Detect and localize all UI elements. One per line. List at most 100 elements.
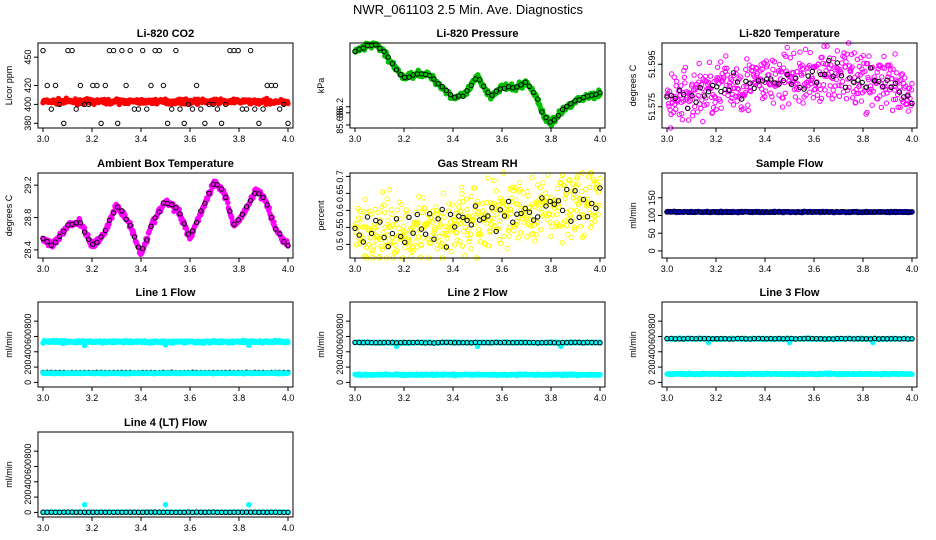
data-point	[398, 72, 404, 78]
y-axis-label: percent	[316, 200, 326, 231]
data-point	[742, 90, 748, 96]
data-point	[476, 77, 483, 83]
data-point	[386, 187, 392, 193]
data-point	[416, 194, 422, 200]
y-tick-label: 0.5	[335, 238, 345, 251]
data-point	[485, 175, 491, 181]
data-point	[897, 84, 903, 90]
data-point	[682, 64, 689, 71]
data-point	[733, 66, 740, 72]
x-tick-label: 4.0	[906, 264, 919, 274]
data-point	[889, 107, 896, 114]
data-point	[712, 99, 718, 106]
data-point	[881, 65, 888, 71]
chart-title: Line 1 Flow	[136, 287, 196, 299]
data-point	[784, 44, 790, 51]
data-point	[447, 91, 454, 98]
plot-frame	[661, 172, 918, 259]
data-point	[243, 106, 250, 112]
x-tick-label: 4.0	[282, 264, 295, 274]
x-tick-label: 3.2	[398, 134, 411, 144]
data-point	[554, 211, 560, 217]
data-point	[726, 83, 733, 89]
data-point	[800, 70, 807, 76]
data-point	[822, 61, 829, 67]
data-point	[724, 72, 731, 78]
data-point	[884, 77, 890, 83]
data-point	[836, 93, 843, 100]
y-tick-label: 200	[23, 360, 33, 375]
data-point	[86, 101, 92, 108]
data-point	[714, 64, 721, 70]
data-point	[698, 105, 704, 112]
data-point	[393, 221, 399, 228]
x-tick-label: 3.0	[37, 393, 50, 403]
data-point	[281, 101, 287, 108]
data-point	[830, 75, 836, 82]
data-point	[768, 90, 774, 97]
data-point	[751, 85, 757, 92]
data-point	[799, 62, 805, 68]
data-point	[747, 80, 753, 86]
data-point	[909, 100, 915, 107]
data-point	[809, 76, 815, 82]
data-point	[787, 55, 793, 61]
x-tick-label: 4.0	[282, 393, 295, 403]
data-point	[753, 64, 759, 71]
data-point	[853, 99, 859, 106]
y-axis-label: ml/min	[4, 331, 14, 358]
data-point	[722, 65, 728, 72]
data-point	[517, 179, 523, 186]
data-point	[69, 47, 75, 54]
data-point	[489, 92, 495, 99]
data-point	[73, 106, 79, 112]
data-point	[119, 47, 125, 54]
data-point	[189, 106, 196, 112]
y-tick-label: 86.2	[335, 98, 345, 116]
data-point	[460, 93, 466, 99]
x-tick-label: 4.0	[594, 134, 607, 144]
data-point	[709, 109, 716, 116]
data-point	[892, 96, 899, 103]
data-point	[805, 73, 811, 79]
data-point	[40, 47, 46, 54]
data-point	[679, 117, 685, 123]
y-tick-label: 400	[23, 344, 33, 359]
data-point	[727, 80, 733, 86]
data-point	[822, 71, 828, 78]
y-tick-label: 100	[647, 208, 657, 223]
data-point	[780, 65, 787, 71]
data-point	[497, 218, 503, 224]
data-point	[277, 106, 283, 112]
x-tick-label: 3.6	[808, 264, 821, 274]
x-tick-label: 4.0	[594, 264, 607, 274]
data-point	[537, 184, 543, 191]
data-point	[668, 92, 674, 99]
data-point	[260, 106, 266, 112]
data-point	[177, 106, 183, 112]
data-point	[568, 234, 575, 241]
data-point	[164, 120, 171, 127]
data-point	[862, 68, 868, 75]
data-point	[381, 49, 387, 55]
data-point	[385, 54, 391, 60]
data-point	[796, 98, 802, 104]
data-point	[838, 70, 844, 76]
x-tick-label: 3.0	[37, 264, 50, 274]
data-point	[899, 71, 905, 77]
data-point	[860, 52, 867, 59]
data-point	[380, 229, 386, 236]
data-point	[498, 240, 504, 247]
data-point	[156, 47, 163, 54]
data-point	[859, 79, 865, 86]
x-tick-label: 3.4	[447, 264, 460, 274]
x-tick-label: 3.6	[184, 264, 197, 274]
data-point	[543, 114, 549, 121]
data-point	[682, 80, 688, 86]
data-point	[810, 95, 816, 101]
data-point	[740, 106, 746, 112]
data-point	[707, 73, 714, 79]
